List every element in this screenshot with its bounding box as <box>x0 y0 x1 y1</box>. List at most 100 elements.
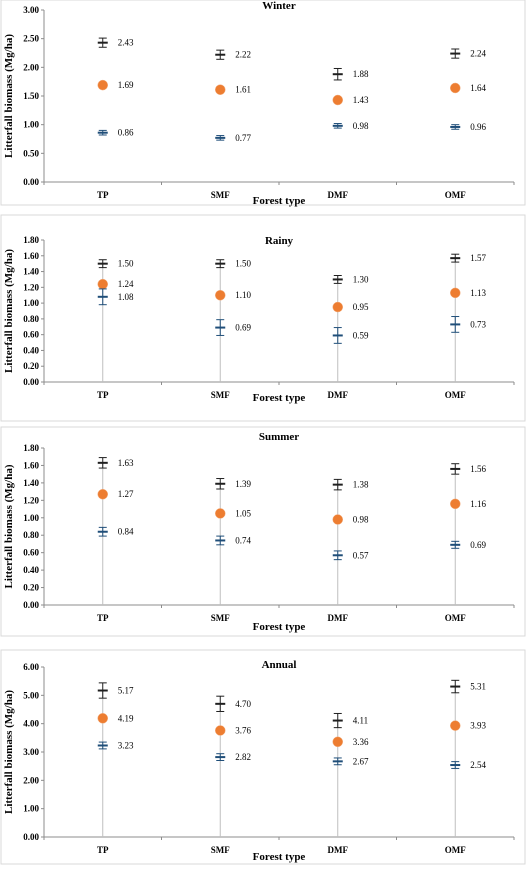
min-data-label: 0.69 <box>470 540 486 550</box>
y-tick-label: 1.60 <box>23 251 39 261</box>
mean-point <box>450 287 461 299</box>
chart-panel-summer: Summer 0.00 0.20 0.40 0.60 0.80 1.00 1.20 1.40 1.… <box>0 426 526 637</box>
y-tick-label: 1.00 <box>23 804 39 814</box>
y-tick-label: 1.40 <box>23 478 39 488</box>
x-tick-label: DMF <box>328 390 349 400</box>
mean-data-label: 3.76 <box>235 725 251 735</box>
min-data-label: 2.67 <box>353 756 369 766</box>
y-tick-label: 0.80 <box>23 530 39 540</box>
mean-data-label: 0.95 <box>353 302 369 312</box>
chart-title: Annual <box>262 659 297 671</box>
max-data-label: 1.30 <box>353 274 369 284</box>
mean-point <box>450 498 461 510</box>
x-tick-label: TP <box>97 190 109 200</box>
mean-data-label: 4.19 <box>118 713 134 723</box>
x-tick-label: TP <box>97 390 109 400</box>
y-tick-label: 3.00 <box>23 5 39 15</box>
y-tick-label: 0.00 <box>23 177 39 187</box>
x-tick-label: DMF <box>328 613 349 623</box>
x-tick-label: OMF <box>445 613 466 623</box>
min-data-label: 0.69 <box>235 323 251 333</box>
chart-panel-annual: Annual 0.00 1.00 2.00 3.00 4.00 5.00 6.00 TP SMF D… <box>0 649 526 865</box>
y-tick-label: 0.40 <box>23 565 39 575</box>
y-tick-label: 0.50 <box>23 148 39 158</box>
y-tick-label: 0.40 <box>23 345 39 355</box>
max-data-label: 5.17 <box>118 686 134 696</box>
chart-title: Summer <box>259 431 299 443</box>
y-tick-label: 6.00 <box>23 662 39 672</box>
y-tick-label: 1.20 <box>23 495 39 505</box>
x-tick-label: SMF <box>211 190 231 200</box>
min-data-label: 1.08 <box>118 292 134 302</box>
chart-title: Rainy <box>265 235 294 247</box>
max-data-label: 2.24 <box>470 49 486 59</box>
mean-data-label: 1.69 <box>118 80 134 90</box>
x-tick-label: SMF <box>211 613 231 623</box>
mean-point <box>215 84 226 95</box>
y-tick-label: 2.50 <box>23 34 39 44</box>
x-tick-label: OMF <box>445 845 466 855</box>
mean-point <box>97 79 108 91</box>
y-tick-label: 1.80 <box>23 235 39 245</box>
x-axis-title: Forest type <box>253 621 306 633</box>
y-tick-label: 1.60 <box>23 460 39 470</box>
y-tick-label: 1.20 <box>23 282 39 292</box>
x-tick-label: TP <box>97 845 109 855</box>
min-data-label: 0.73 <box>470 319 486 329</box>
max-data-label: 5.31 <box>470 682 486 692</box>
min-data-label: 0.98 <box>353 121 369 131</box>
y-tick-label: 0.00 <box>23 600 39 610</box>
mean-point <box>215 725 226 736</box>
min-data-label: 0.96 <box>470 122 486 132</box>
mean-data-label: 1.64 <box>470 83 486 93</box>
max-data-label: 2.43 <box>118 38 134 48</box>
y-tick-label: 0.60 <box>23 330 39 340</box>
panel-frame <box>0 0 526 206</box>
panel-frame <box>0 426 526 637</box>
min-data-label: 0.57 <box>353 550 369 560</box>
x-axis-title: Forest type <box>253 392 306 404</box>
mean-data-label: 1.05 <box>235 508 251 518</box>
mean-data-label: 1.16 <box>470 499 486 509</box>
mean-data-label: 3.36 <box>353 737 369 747</box>
mean-point <box>450 82 461 94</box>
y-tick-label: 1.40 <box>23 267 39 277</box>
mean-data-label: 1.13 <box>470 288 486 298</box>
min-data-label: 0.59 <box>353 330 369 340</box>
y-tick-label: 0.20 <box>23 583 39 593</box>
mean-point <box>215 508 226 519</box>
mean-point <box>332 736 343 748</box>
min-data-label: 3.23 <box>118 740 134 750</box>
x-axis-title: Forest type <box>253 851 306 863</box>
mean-data-label: 3.93 <box>470 721 486 731</box>
min-data-label: 2.54 <box>470 760 486 770</box>
y-axis-title: Litterfall biomass (Mg/ha) <box>3 34 15 158</box>
max-data-label: 1.57 <box>470 253 486 263</box>
min-data-label: 0.86 <box>118 128 134 138</box>
mean-data-label: 0.98 <box>353 515 369 525</box>
max-data-label: 1.50 <box>235 259 251 269</box>
min-data-label: 0.74 <box>235 535 251 545</box>
y-tick-label: 0.60 <box>23 548 39 558</box>
x-tick-label: OMF <box>445 190 466 200</box>
panel-frame <box>0 649 526 865</box>
y-tick-label: 0.20 <box>23 361 39 371</box>
mean-data-label: 1.61 <box>235 85 251 95</box>
max-data-label: 1.63 <box>118 458 134 468</box>
mean-data-label: 1.10 <box>235 290 251 300</box>
y-tick-label: 1.50 <box>23 91 39 101</box>
chart-title: Winter <box>262 0 296 12</box>
max-data-label: 1.88 <box>353 69 369 79</box>
max-data-label: 1.50 <box>118 259 134 269</box>
x-tick-label: SMF <box>211 390 231 400</box>
mean-data-label: 1.24 <box>118 279 134 289</box>
x-tick-label: TP <box>97 613 109 623</box>
max-data-label: 1.56 <box>470 464 486 474</box>
panel-frame <box>0 214 526 422</box>
y-tick-label: 0.00 <box>23 832 39 842</box>
mean-point <box>97 713 108 724</box>
x-tick-label: SMF <box>211 845 231 855</box>
y-tick-label: 1.00 <box>23 298 39 308</box>
mean-point <box>332 94 343 106</box>
mean-point <box>332 514 343 525</box>
